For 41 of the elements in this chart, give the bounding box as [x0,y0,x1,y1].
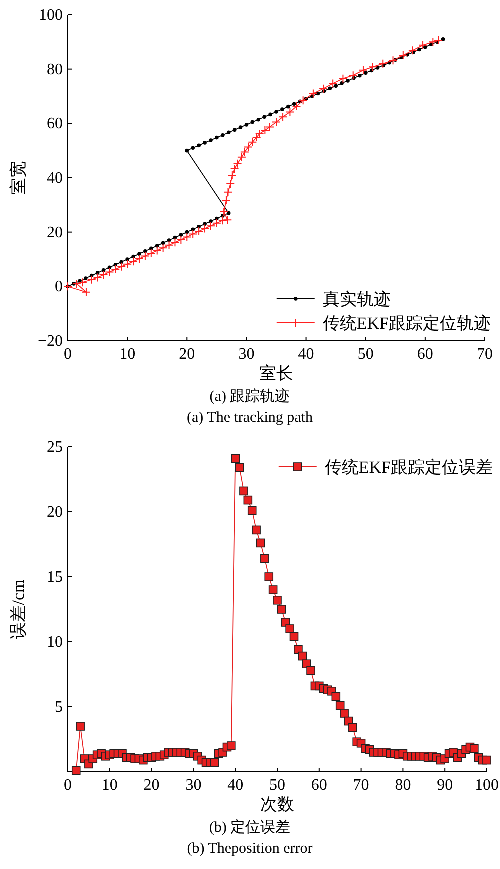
text: (a) The tracking path [187,410,314,426]
x-tick-label: 40 [228,777,244,794]
y-axis-title: 室宽 [9,161,28,195]
legend-label: 真实轨迹 [322,290,391,309]
y-tick-label: 80 [47,61,63,78]
x-tick-label: 30 [238,346,255,363]
legend: 传统EKF跟踪定位误差 [278,458,493,477]
y-tick-label: 25 [47,439,63,456]
y-tick-label: 15 [47,569,63,586]
text: (a) 跟踪轨迹 [210,388,290,405]
x-tick-label: 70 [477,346,493,363]
x-tick-label: 40 [298,346,314,363]
x-tick-label: 50 [270,777,286,794]
x-tick-label: 60 [417,346,434,363]
y-axis-title: 误差/cm [9,580,28,640]
legend-label: 传统EKF跟踪定位轨迹 [322,314,491,333]
y-tick-label: 60 [47,116,63,133]
y-tick-label: 20 [47,504,63,521]
x-tick-label: 30 [186,777,202,794]
x-tick-label: 90 [437,777,454,794]
y-tick-label: 5 [55,699,63,716]
y-tick-label: 100 [39,7,63,24]
x-axis-title: 次数 [260,795,294,814]
x-tick-label: 50 [358,346,374,363]
y-tick-label: 20 [47,224,63,242]
y-tick-label: 0 [55,278,63,296]
text: (b) 定位误差 [209,819,291,836]
x-tick-label: 10 [102,777,118,794]
y-tick-label: −20 [38,333,63,350]
text: (b) Theposition error [187,841,313,857]
x-tick-label: 20 [144,777,160,794]
legend-label: 传统EKF跟踪定位误差 [324,458,493,477]
x-tick-label: 10 [120,346,136,363]
x-tick-label: 70 [353,777,370,794]
x-tick-label: 20 [179,346,196,363]
x-tick-label: 60 [311,777,328,794]
x-tick-label: 100 [475,777,499,794]
y-tick-label: 40 [47,170,63,187]
x-tick-label: 80 [395,777,412,794]
x-axis-title: 室长 [260,364,294,383]
y-tick-label: 10 [47,634,63,651]
